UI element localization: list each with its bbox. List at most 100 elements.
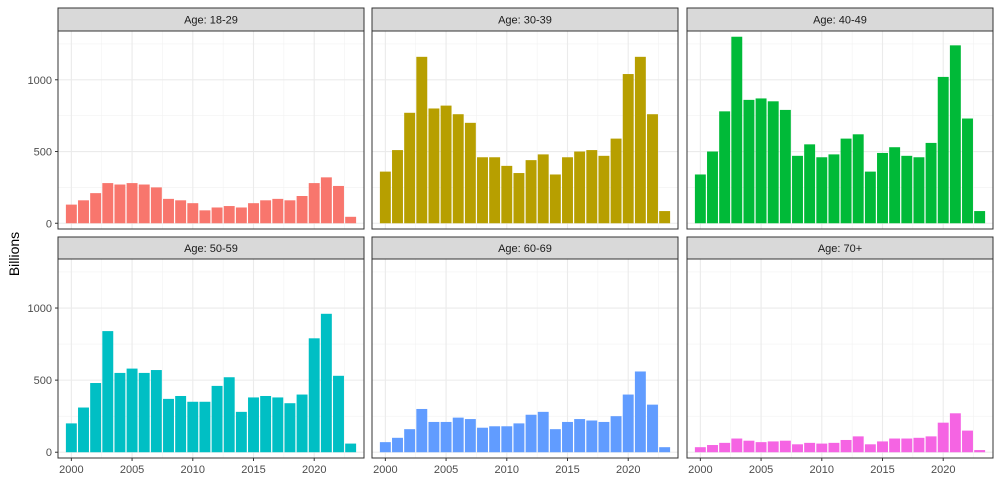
bar [913,157,925,224]
bar [586,150,598,224]
bar [248,203,259,224]
bar [416,56,428,224]
bar [320,313,332,453]
bar [610,416,622,453]
bar [864,444,876,453]
bar [187,203,199,224]
facet-strip-label: Age: 60-69 [498,243,552,255]
x-tick-label: 2020 [302,464,326,476]
bar [260,200,272,224]
bar [634,371,646,453]
x-tick-label: 2010 [181,464,205,476]
bar [138,184,150,224]
panel-border [371,258,679,459]
bar [974,450,986,453]
x-tick-label: 2005 [120,464,144,476]
bar [719,111,731,224]
bar [598,421,610,453]
bar [949,45,961,224]
bar [659,447,671,453]
bar [175,395,187,453]
bar [272,397,284,453]
bar [452,417,464,453]
bar [452,114,464,224]
bar [828,154,840,224]
facet-strip-label: Age: 30-39 [498,15,552,27]
bar [199,401,211,453]
bar [962,430,973,453]
bar [647,404,658,453]
bar [598,155,610,224]
bar [296,394,308,453]
bar [260,395,272,453]
bar [296,196,308,224]
bar [379,171,391,224]
bar [513,173,525,224]
bar [126,368,138,453]
bar [392,437,403,453]
facet-panels: Age: 18-29 0 500 1000 Age: 30-39 Age: 40-49 Ag… [28,7,994,476]
facet-panel: Age: 50-59 0 500 1000 2000 2005 2010 2015 2020 [28,236,365,476]
bar [163,198,174,224]
bar [235,411,247,453]
bar [731,36,743,224]
bar [792,155,803,224]
bar [925,436,937,453]
facet-strip-label: Age: 18-29 [184,15,238,27]
bar [501,165,513,224]
panel-border [57,258,365,459]
facet-panel: Age: 70+ 2000 2005 2010 2015 2020 [686,236,994,476]
bar [489,157,501,224]
bar [852,134,864,224]
panel-border [371,30,679,230]
bar [779,109,791,224]
bar [333,375,344,453]
bar [175,200,187,224]
x-tick-label: 2020 [616,464,640,476]
bar [404,112,416,224]
x-tick-label: 2010 [495,464,519,476]
bar [913,437,925,453]
bar [804,442,816,453]
bar [211,385,223,453]
bar [428,108,440,224]
bar [284,200,296,224]
bar [694,447,706,453]
bar [707,445,718,453]
panel-border [686,30,994,230]
y-tick-label: 1000 [28,75,52,87]
x-tick-label: 2000 [373,464,397,476]
facet-panel: Age: 30-39 [371,7,679,230]
facet-strip-label: Age: 70+ [818,243,862,255]
bar [114,372,126,453]
bar [731,438,743,453]
bar [223,206,235,224]
bar [792,444,803,453]
facet-strip-label: Age: 50-59 [184,243,238,255]
panel-border [57,30,365,230]
bar [78,407,89,453]
bar [779,440,791,453]
bar [647,114,658,224]
bar [622,74,634,224]
y-tick-label: 1000 [28,303,52,315]
bar [622,394,634,453]
bar [659,211,671,224]
bar [901,155,913,224]
bar [272,198,284,224]
bar [187,401,199,453]
bar [840,439,852,453]
bar [223,377,235,453]
panel-border [686,258,994,459]
bar [114,184,126,224]
bar [755,98,767,224]
y-tick-label: 0 [46,218,52,230]
bar [877,152,888,224]
bar [889,147,901,224]
bar [864,171,876,224]
bar [755,442,767,453]
bar [974,211,986,224]
y-tick-label: 500 [34,147,52,159]
bar [816,443,828,453]
